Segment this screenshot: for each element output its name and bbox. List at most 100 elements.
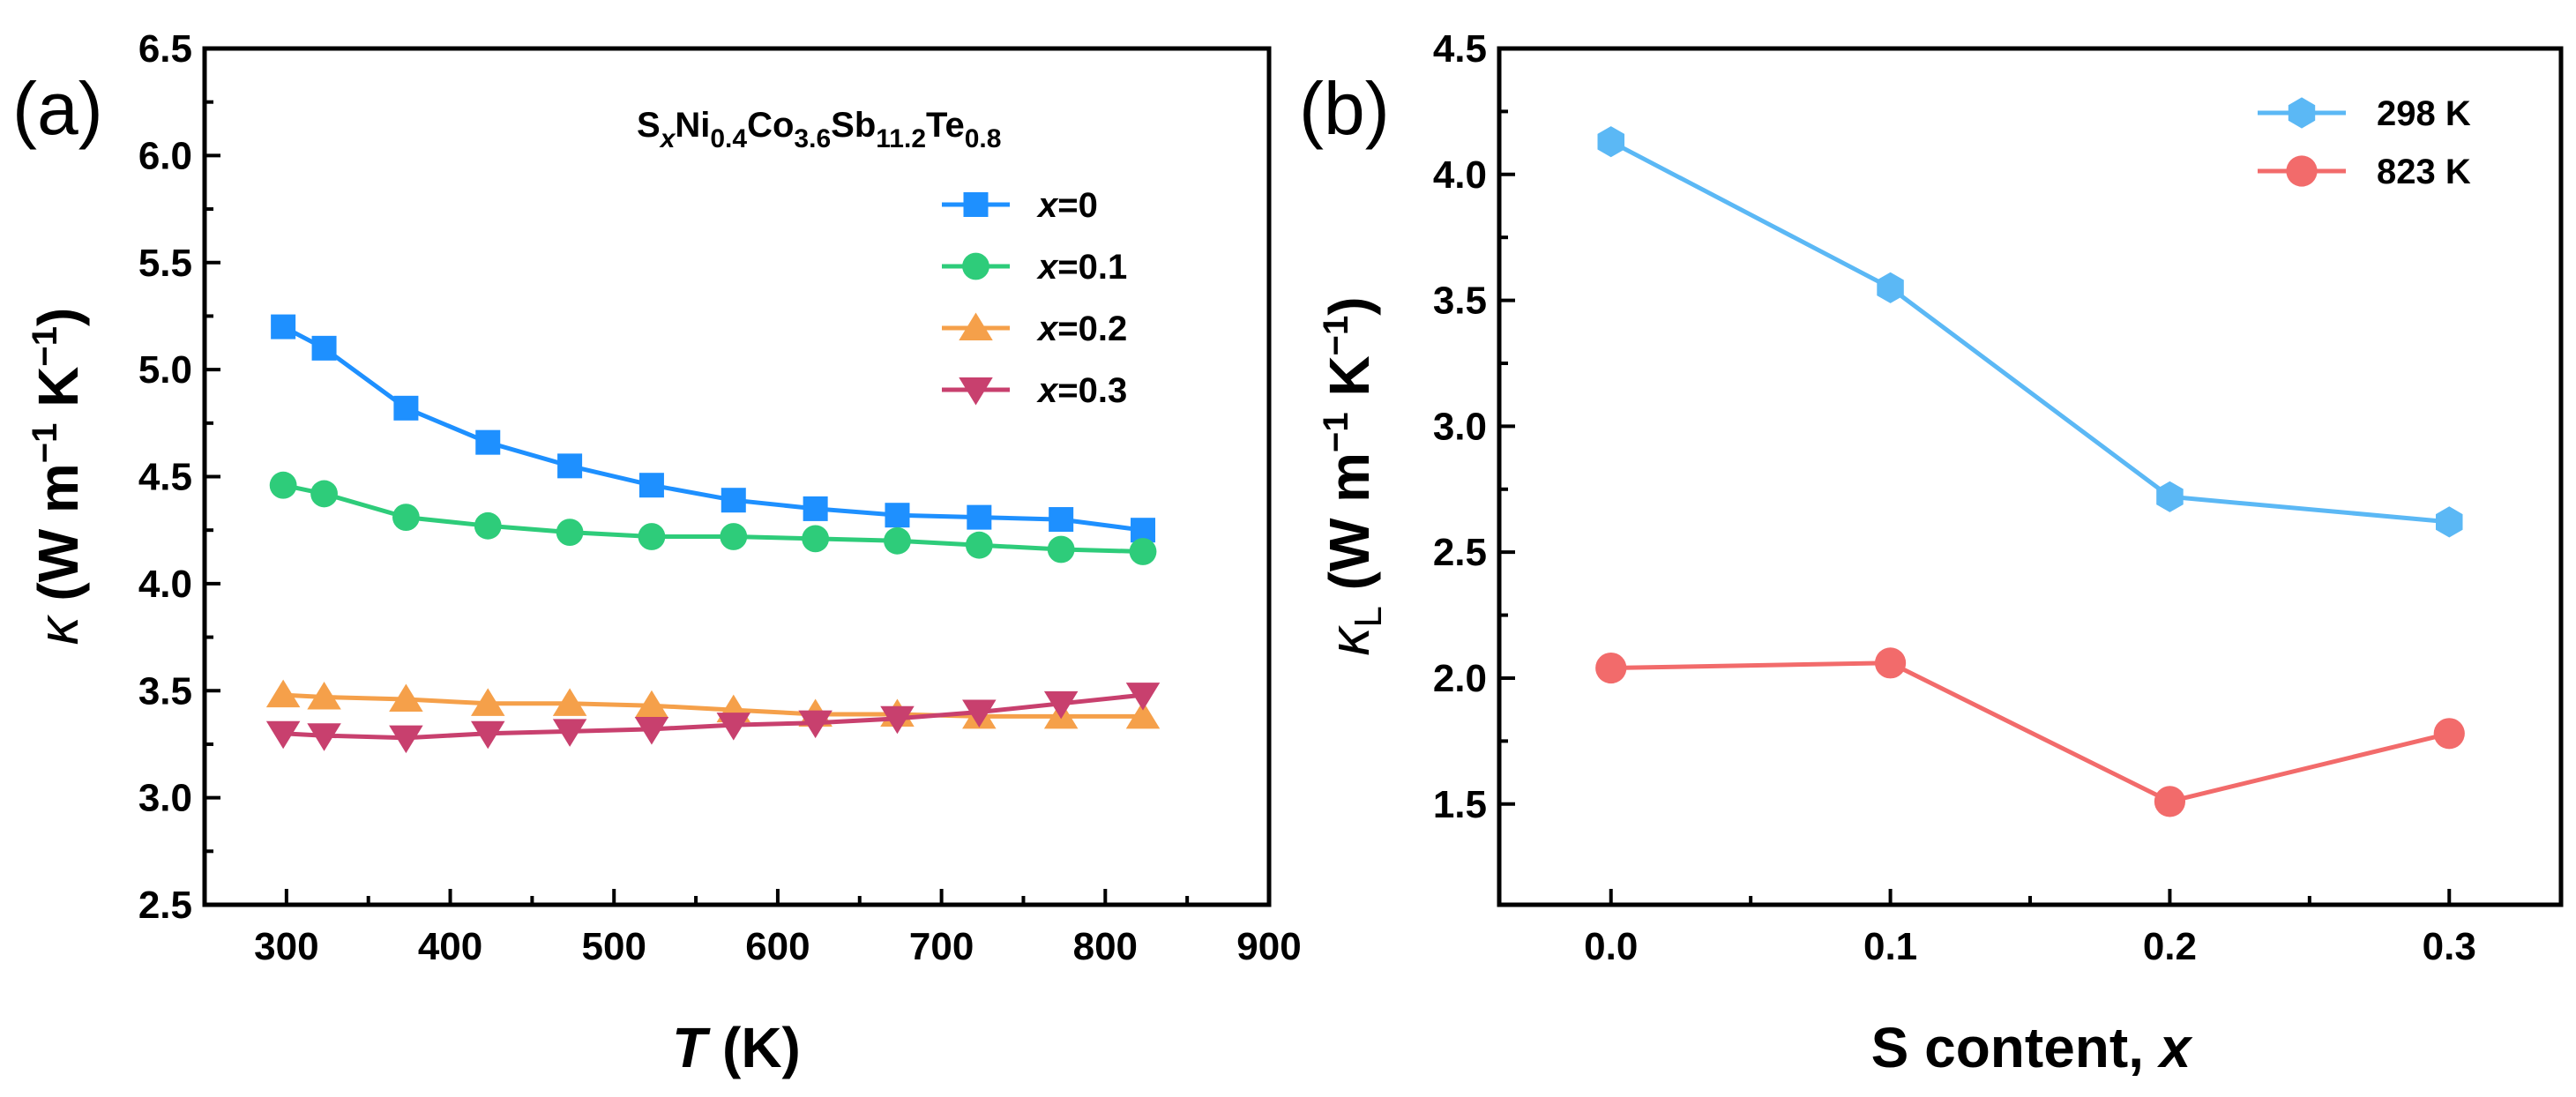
a-x-tick-label: 500 — [582, 925, 646, 968]
a-y-tick-label: 4.5 — [138, 456, 192, 499]
b-series-1-point — [1595, 652, 1627, 684]
b-x-tick-label: 0.1 — [1863, 925, 1917, 968]
panel-b: (b) 0.0 0.1 0.2 0.3 1.5 2.0 2.5 3.0 3.5 4.0 4.5 29… — [1299, 27, 2564, 1079]
a-series-3-point — [962, 699, 997, 728]
b-legend-label-0: 298 K — [2377, 94, 2471, 133]
a-series-3-point — [552, 719, 587, 747]
a-series-0-point — [721, 488, 746, 513]
panel-a-label: (a) — [12, 67, 103, 150]
b-y-tick-label: 3.5 — [1433, 280, 1487, 323]
a-series-3-point — [470, 720, 505, 750]
b-y-tick-label: 1.5 — [1433, 783, 1487, 826]
a-x-tick-label: 700 — [909, 925, 974, 968]
a-series-1-point — [802, 525, 830, 553]
a-series-1-point — [720, 523, 748, 550]
a-y-tick-label: 6.5 — [138, 27, 192, 71]
a-series-1-point — [638, 523, 666, 550]
b-series-0-point — [2436, 506, 2463, 538]
b-y-tick-label: 2.0 — [1433, 657, 1487, 700]
a-y-tick-label: 3.0 — [138, 777, 192, 820]
a-series-3-point — [265, 720, 301, 750]
a-legend-label-3: x=0.3 — [1036, 371, 1127, 410]
a-legend-marker-0 — [963, 192, 989, 217]
a-series-3-point — [880, 705, 915, 735]
a-legend-label-0: x=0 — [1036, 186, 1098, 225]
a-legend-marker-3 — [959, 377, 993, 406]
b-legend-label-1: 823 K — [2377, 153, 2471, 191]
a-series-3-point — [716, 713, 751, 741]
a-y-tick-label: 3.5 — [138, 669, 192, 713]
b-legend-marker-1 — [2286, 155, 2318, 187]
b-series-1-point — [2433, 718, 2465, 750]
a-y-tick-label: 4.0 — [138, 563, 192, 606]
a-legend-marker-1 — [962, 252, 989, 280]
panel-a-y-axis-label: κ (W m−1 K−1) — [26, 308, 90, 646]
panel-b-frame — [1497, 46, 2564, 907]
a-series-1-point — [556, 519, 584, 547]
a-series-2-point — [634, 690, 669, 719]
a-series-2-point — [265, 679, 301, 708]
a-series-1-point — [474, 511, 502, 540]
panel-a-x-axis-label: T (K) — [672, 1016, 801, 1079]
a-series-2-point — [389, 683, 423, 712]
a-series-2-point — [1125, 700, 1161, 729]
panel-b-ticks: 0.0 0.1 0.2 0.3 1.5 2.0 2.5 3.0 3.5 4.0 4.5 — [1433, 27, 2476, 968]
a-series-1-point — [1047, 535, 1075, 563]
b-series-0-point — [1597, 126, 1624, 158]
b-series-1-point — [1874, 647, 1907, 679]
panel-b-label: (b) — [1299, 67, 1390, 150]
a-series-1-point — [884, 526, 911, 555]
a-series-1-point — [392, 504, 420, 532]
a-series-0-point — [885, 503, 910, 528]
a-legend-label-1: x=0.1 — [1036, 248, 1127, 287]
b-x-tick-label: 0.0 — [1584, 925, 1638, 968]
panel-b-x-axis-label: S content, x — [1871, 1016, 2193, 1079]
b-y-tick-label: 4.5 — [1433, 27, 1487, 71]
b-y-tick-label: 2.5 — [1433, 531, 1487, 574]
a-series-0-point — [557, 453, 583, 479]
b-legend-marker-0 — [2288, 97, 2316, 129]
a-x-tick-label: 800 — [1073, 925, 1138, 968]
a-series-3-point — [307, 723, 341, 751]
a-y-tick-label: 5.0 — [138, 348, 192, 392]
a-series-3-line — [282, 692, 1144, 741]
b-x-tick-label: 0.2 — [2143, 925, 2197, 968]
panel-a: (a) 300 400 500 600 700 800 900 2.5 3.0 3.5 4.0 4.5… — [12, 27, 1302, 1079]
a-series-3-point — [1125, 683, 1161, 711]
a-series-1-point — [310, 480, 338, 508]
b-series-1-point — [2154, 786, 2186, 817]
a-series-3-point — [798, 710, 833, 739]
a-series-1-point — [1129, 538, 1157, 565]
a-y-tick-label: 2.5 — [138, 884, 192, 927]
panel-b-y-axis-label: κL (W m−1 K−1) — [1317, 296, 1390, 655]
a-series-0-point — [271, 314, 296, 340]
panel-a-formula: SxNi0.4Co3.6Sb11.2Te0.8 — [637, 106, 1001, 153]
b-y-tick-label: 3.0 — [1433, 405, 1487, 448]
a-series-1-point — [269, 471, 297, 499]
b-y-tick-label: 4.0 — [1433, 153, 1487, 197]
a-legend-marker-2 — [959, 312, 993, 340]
a-x-tick-label: 900 — [1236, 925, 1301, 968]
panel-b-legend: 298 K 823 K — [2258, 94, 2471, 191]
panel-a-ticks: 300 400 500 600 700 800 900 2.5 3.0 3.5 4.0 4.5 5.0 5… — [138, 27, 1302, 968]
b-series-0-point — [1877, 272, 1904, 303]
a-series-1-point — [965, 531, 993, 559]
a-x-tick-label: 600 — [745, 925, 810, 968]
a-series-0-point — [393, 395, 419, 421]
b-series-0-point — [2156, 481, 2184, 512]
a-legend-label-2: x=0.2 — [1036, 310, 1127, 348]
a-series-3-point — [634, 716, 669, 745]
panel-a-series — [265, 314, 1161, 754]
b-series-1-line — [1610, 660, 2450, 804]
a-series-3-point — [1043, 690, 1079, 720]
b-x-tick-label: 0.3 — [2423, 925, 2476, 968]
a-series-3-point — [389, 725, 423, 754]
a-series-0-line — [281, 325, 1144, 533]
a-y-tick-label: 6.0 — [138, 134, 192, 177]
a-y-tick-label: 5.5 — [138, 242, 192, 285]
a-series-2-point — [552, 688, 587, 716]
a-series-2-point — [470, 688, 505, 716]
b-series-0-line — [1609, 139, 2450, 525]
